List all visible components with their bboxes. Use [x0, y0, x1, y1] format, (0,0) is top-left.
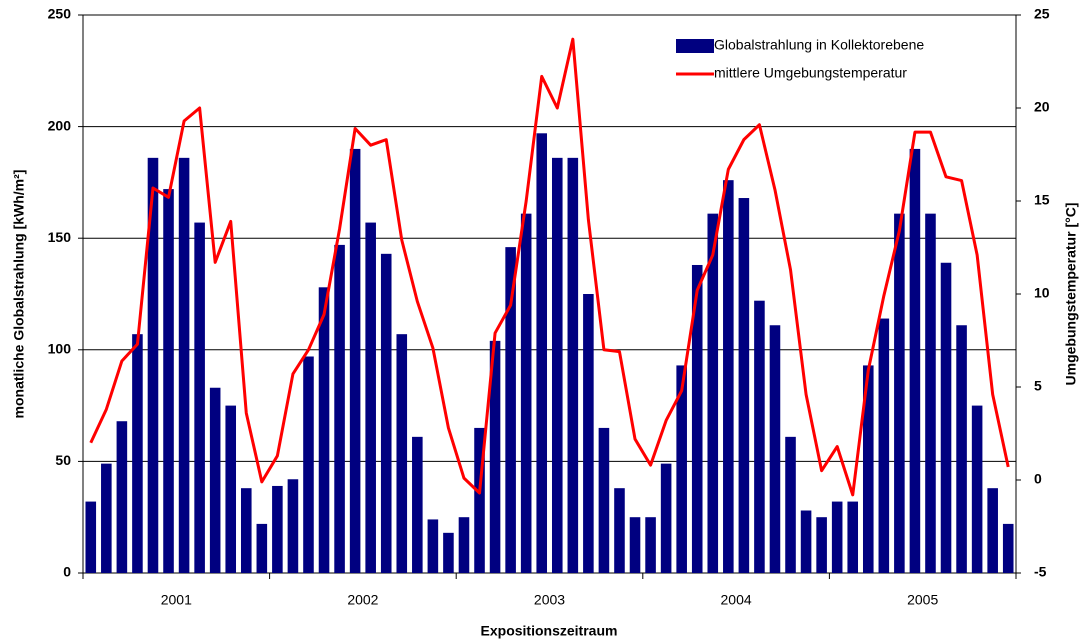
bar — [412, 436, 423, 573]
bar — [738, 198, 750, 574]
x-group-label: 2005 — [907, 592, 938, 608]
x-group-label: 2002 — [347, 592, 378, 608]
y2-axis-label: Umgebungstemperatur [°C] — [1063, 203, 1079, 386]
bar — [365, 222, 376, 574]
bar — [256, 523, 268, 573]
bar — [862, 365, 874, 573]
x-group-label: 2001 — [161, 592, 192, 608]
bar — [318, 287, 330, 573]
x-group-label: 2003 — [534, 592, 565, 608]
bar — [396, 334, 408, 573]
bar — [800, 510, 812, 573]
bar — [458, 517, 470, 573]
bar — [676, 365, 687, 573]
bar — [567, 157, 579, 573]
bar — [583, 294, 594, 573]
bar — [334, 244, 345, 573]
bar — [209, 387, 221, 573]
bar — [614, 488, 625, 573]
y2-tick-label: 15 — [1034, 192, 1050, 208]
bar — [505, 247, 516, 574]
bar — [116, 421, 128, 573]
legend-label: Globalstrahlung in Kollektorebene — [714, 37, 924, 53]
bar — [754, 300, 765, 573]
bar — [956, 325, 967, 573]
bar — [163, 189, 174, 573]
y-tick-label: 0 — [63, 564, 71, 580]
bar — [1002, 523, 1014, 573]
bar — [520, 213, 532, 573]
line — [89, 37, 1010, 497]
y-tick-label: 200 — [48, 117, 72, 133]
bar — [598, 427, 610, 573]
bar — [380, 253, 392, 573]
x-axis-label: Expositionszeitraum — [481, 623, 618, 639]
legend-swatch — [676, 39, 714, 53]
x-group-label: 2004 — [721, 592, 752, 608]
bar — [691, 264, 703, 573]
bar — [894, 213, 905, 573]
bar — [272, 485, 283, 573]
y2-tick-label: 5 — [1034, 378, 1042, 394]
bar — [443, 532, 454, 573]
y2-tick-label: 25 — [1034, 6, 1050, 22]
bar — [240, 488, 252, 573]
legend-label: mittlere Umgebungstemperatur — [714, 65, 907, 81]
y-tick-label: 50 — [55, 452, 71, 468]
bar — [987, 488, 998, 573]
y-axis-label: monatliche Globalstrahlung [kWh/m²] — [11, 170, 27, 419]
bar — [551, 157, 563, 573]
bar — [707, 213, 719, 573]
bar — [831, 501, 843, 573]
bar — [427, 519, 439, 573]
bar — [132, 334, 143, 573]
bar — [85, 501, 97, 573]
bar — [489, 340, 501, 573]
bar — [940, 262, 952, 573]
bar — [723, 180, 734, 573]
y2-tick-label: 20 — [1034, 99, 1050, 115]
bar — [785, 436, 796, 573]
bar — [629, 517, 641, 573]
bar — [101, 463, 112, 573]
bar — [645, 517, 656, 573]
y2-tick-label: 10 — [1034, 285, 1050, 301]
y-tick-label: 100 — [48, 341, 72, 357]
y-tick-label: 150 — [48, 229, 72, 245]
bar — [178, 157, 190, 573]
bar — [971, 405, 983, 573]
bar — [660, 463, 672, 573]
bar — [536, 133, 548, 573]
bar — [909, 148, 921, 574]
bar — [474, 427, 485, 573]
bar — [816, 517, 827, 573]
bar — [303, 356, 314, 573]
bar — [847, 501, 859, 573]
bar — [769, 325, 781, 573]
y2-tick-label: -5 — [1034, 564, 1047, 580]
bar — [194, 222, 205, 574]
bar — [925, 213, 936, 573]
bar — [147, 157, 159, 573]
bar — [225, 405, 237, 573]
bar — [878, 318, 890, 573]
bar — [287, 479, 299, 573]
bar — [349, 148, 361, 574]
y-tick-label: 250 — [48, 6, 72, 22]
y2-tick-label: 0 — [1034, 471, 1042, 487]
